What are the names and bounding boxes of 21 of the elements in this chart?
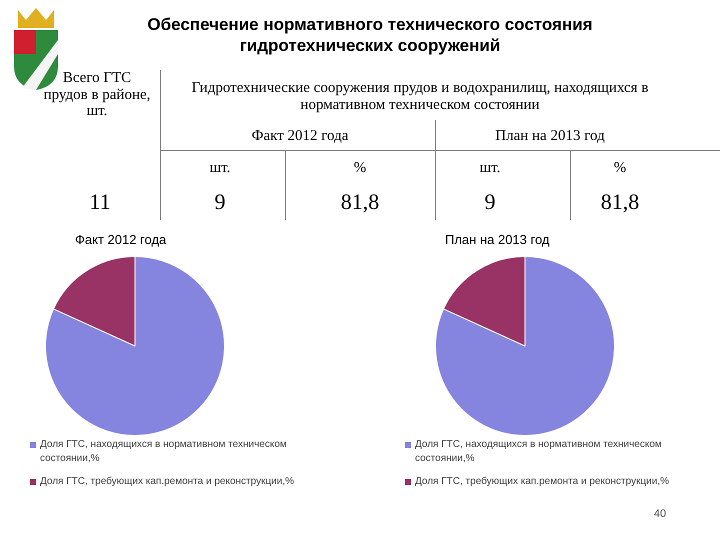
text: Факт 2012 года [250,128,350,144]
chart-title: План на 2013 год [445,232,550,247]
text: 11 [88,189,112,214]
legend-label: Доля ГТС, требующих кап.ремонта и реконструкции,% [415,475,670,488]
text: % [352,160,368,176]
text: шт. [208,160,232,176]
text: 81,8 [600,189,640,214]
text: 81,8 [340,189,380,214]
text: План на 2013 год [494,128,606,144]
text: Гидротехнические сооружения прудов и водохранилищ, находящихся в нормативном техническом состоянии [190,80,650,113]
text: Всего ГТС прудов в районе, шт. [42,70,152,120]
chart-title: Факт 2012 года [75,232,166,247]
text: Обеспечение нормативного технического состояния гидротехнических сооружений [146,14,594,56]
text: шт. [478,160,502,176]
legend-label: Доля ГТС, находящихся в нормативном техническом состоянии,% [40,438,288,465]
text: 9 [214,189,226,214]
text: 40 [652,508,668,520]
legend-label: Доля ГТС, требующих кап.ремонта и реконструкции,% [40,475,294,488]
text: % [612,160,628,176]
legend-label: Доля ГТС, находящихся в нормативном техническом состоянии,% [415,438,663,465]
text: 9 [484,189,496,214]
